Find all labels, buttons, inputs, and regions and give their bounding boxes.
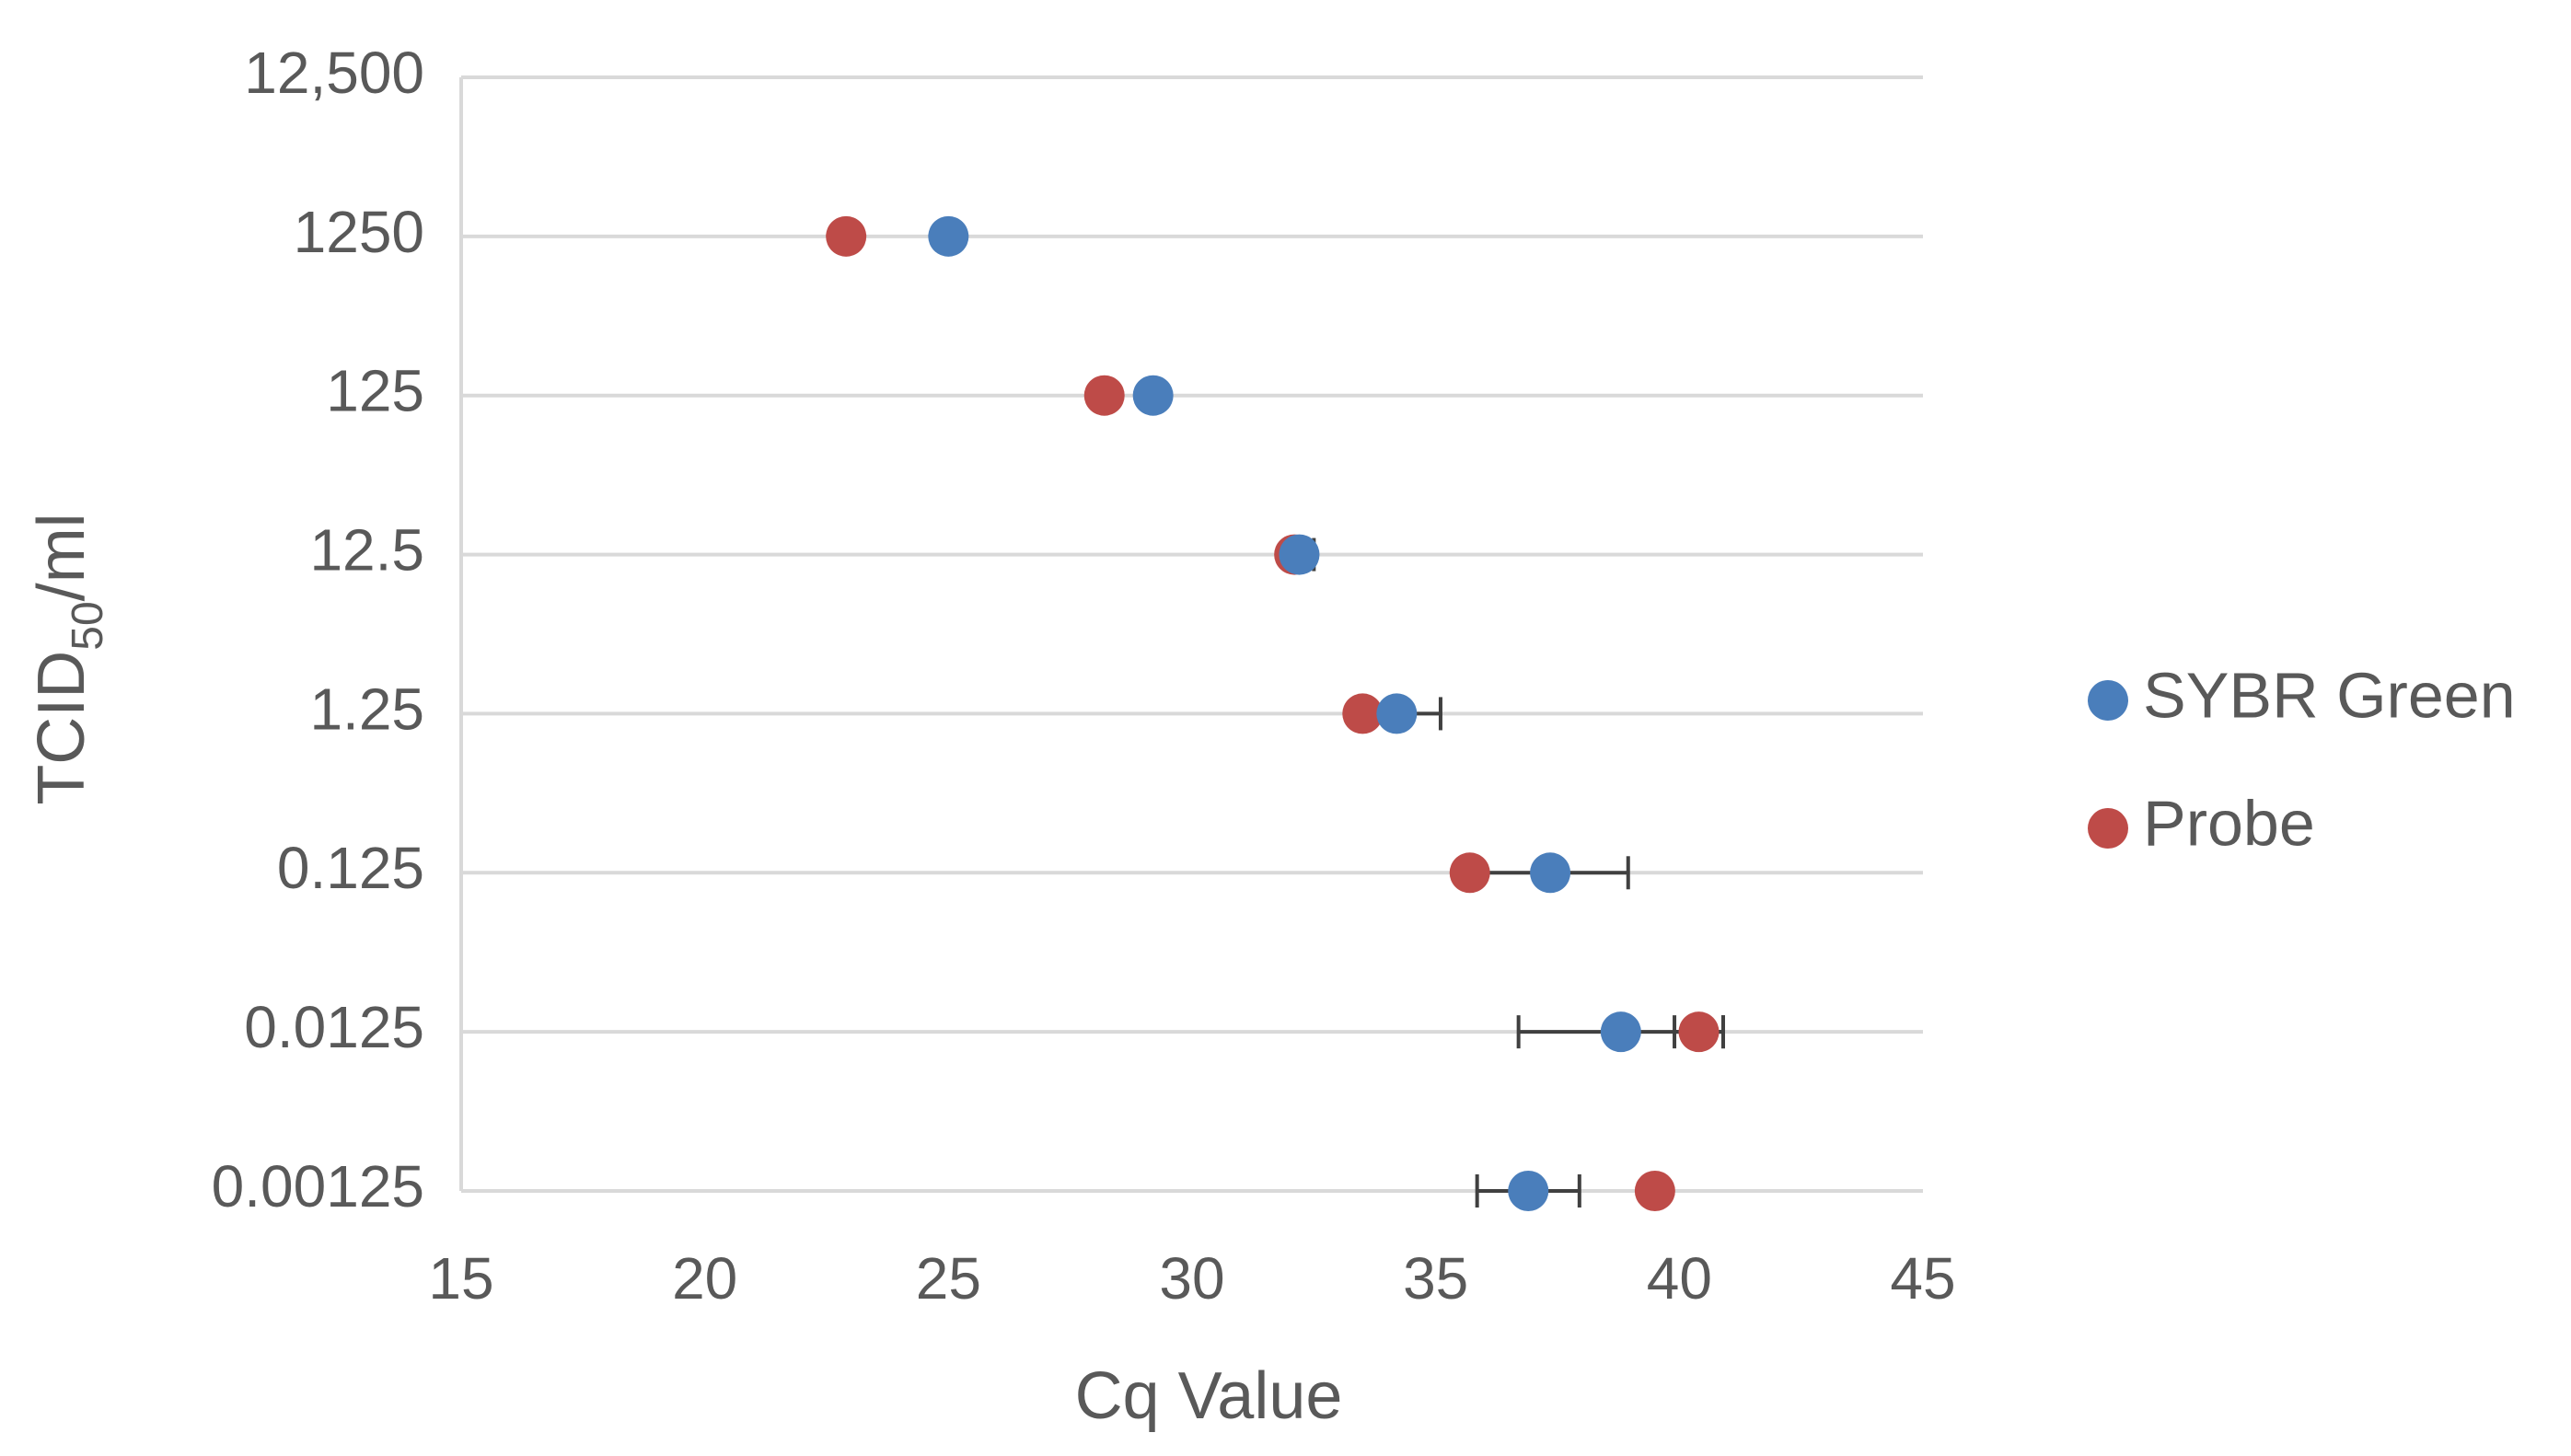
y-title-main: TCID [25,651,98,805]
point [1634,1171,1675,1211]
y-axis-title: TCID50/ml [25,513,112,804]
y-tick-label: 1.25 [309,676,424,742]
x-tick-label: 40 [1647,1245,1712,1312]
y-title-sub: 50 [64,601,112,650]
x-tick-label: 30 [1159,1245,1224,1312]
legend-label: SYBR Green [2143,659,2516,731]
x-tick-label: 20 [672,1245,737,1312]
y-tick-label: 12,500 [244,40,424,106]
point [1530,852,1571,894]
y-tick-label: 0.00125 [212,1153,424,1219]
point [1279,534,1320,575]
legend-marker [2088,680,2128,721]
y-tick-label: 12.5 [309,516,424,583]
x-tick-label: 45 [1890,1245,1955,1312]
x-tick-label: 15 [428,1245,493,1312]
legend-marker [2088,808,2128,849]
x-tick-label: 25 [916,1245,981,1312]
point [1083,375,1125,416]
y-title-unit: /ml [25,513,98,601]
point [1132,375,1174,416]
point [1678,1011,1720,1053]
point [826,215,867,257]
point [1508,1171,1549,1211]
x-tick-label: 35 [1403,1245,1468,1312]
point [1600,1011,1641,1053]
legend-label: Probe [2143,787,2315,859]
y-tick-label: 0.0125 [244,994,424,1060]
point [1342,693,1384,734]
y-tick-label: 0.125 [277,835,424,901]
y-tick-label: 1250 [294,199,424,265]
point [928,215,969,257]
point [1376,693,1418,734]
x-axis-title: Cq Value [1075,1359,1343,1433]
y-tick-label: 125 [326,358,424,424]
point [1449,852,1490,894]
